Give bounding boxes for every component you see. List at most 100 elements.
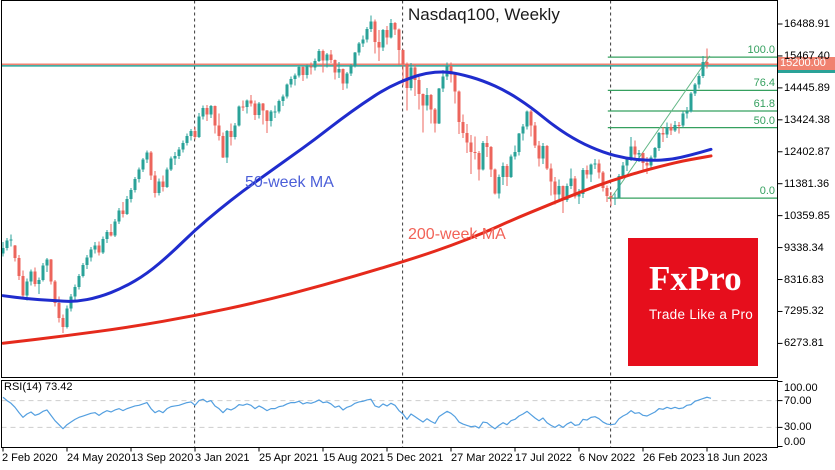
candlestick xyxy=(645,163,649,166)
candlestick xyxy=(489,147,493,170)
candlestick xyxy=(393,23,397,30)
candlestick xyxy=(349,65,353,74)
candlestick xyxy=(53,281,57,304)
candlestick xyxy=(125,198,129,214)
candlestick xyxy=(453,74,457,92)
candlestick xyxy=(297,67,301,76)
candlestick xyxy=(157,181,161,194)
candlestick xyxy=(553,181,557,195)
candlestick xyxy=(153,175,157,194)
candlestick xyxy=(573,178,577,197)
candlestick xyxy=(701,61,705,76)
fxpro-tagline-text: Trade Like a Pro xyxy=(649,307,754,322)
candlestick xyxy=(185,136,189,143)
candlestick xyxy=(385,30,389,38)
candlestick xyxy=(461,121,465,134)
candlestick xyxy=(345,73,349,84)
rsi-axis-label: 30.00 xyxy=(784,421,812,434)
candlestick xyxy=(437,88,441,124)
candlestick xyxy=(141,159,145,170)
current-price-badge: 15200.00 xyxy=(778,57,835,70)
date-axis-label: 18 Jun 2023 xyxy=(707,452,768,464)
candlestick xyxy=(541,145,545,159)
candlestick xyxy=(241,106,245,108)
candlestick xyxy=(137,169,141,180)
candlestick xyxy=(637,153,641,155)
candlestick xyxy=(657,133,661,149)
date-axis-label: 2 Feb 2020 xyxy=(2,452,58,464)
candlestick xyxy=(273,111,277,113)
candlestick xyxy=(585,169,589,175)
rsi-axis-label: 70.00 xyxy=(784,394,812,407)
candlestick xyxy=(1,248,5,254)
candlestick xyxy=(73,286,77,297)
candlestick xyxy=(77,275,81,287)
candlestick xyxy=(281,96,285,102)
candlestick xyxy=(333,60,337,73)
candlestick xyxy=(81,265,85,276)
date-axis-label: 3 Jan 2021 xyxy=(195,452,250,464)
candlestick xyxy=(9,239,13,241)
ma200-line xyxy=(1,154,713,345)
candlestick xyxy=(317,51,321,61)
fxpro-brand-text: FxPro xyxy=(649,259,742,298)
chart-title: Nasdaq100, Weekly xyxy=(408,5,560,24)
rsi-line xyxy=(2,396,712,430)
candlestick xyxy=(569,178,573,186)
candlestick xyxy=(37,280,41,284)
candlestick xyxy=(89,249,93,258)
candlestick xyxy=(17,258,21,276)
candlestick xyxy=(397,29,401,51)
candlestick xyxy=(265,110,269,121)
rsi-axis-label: 0.00 xyxy=(784,435,806,448)
candlestick xyxy=(413,67,417,80)
candlestick xyxy=(305,66,309,76)
candlestick xyxy=(697,75,701,85)
candlestick xyxy=(577,194,581,197)
candlestick xyxy=(485,143,489,148)
candlestick xyxy=(609,196,613,198)
price-axis-label: 11381.36 xyxy=(784,177,830,190)
candlestick xyxy=(113,221,117,236)
candlestick xyxy=(85,257,89,266)
candlestick xyxy=(681,113,685,126)
candlestick xyxy=(233,125,237,138)
candlestick xyxy=(613,197,617,199)
candlestick xyxy=(41,265,45,281)
candlestick xyxy=(285,84,289,97)
fib-level-label: 61.8 xyxy=(753,97,775,110)
candlestick xyxy=(341,68,345,84)
candlestick xyxy=(705,61,709,65)
candlestick xyxy=(477,153,481,170)
candlestick xyxy=(309,66,313,68)
candlestick xyxy=(493,169,497,194)
candlestick xyxy=(405,63,409,89)
candlestick xyxy=(325,54,329,61)
date-axis-label: 15 Aug 2021 xyxy=(323,452,385,464)
candlestick xyxy=(13,245,17,259)
candlestick xyxy=(545,145,549,169)
candlestick xyxy=(301,67,305,76)
candlestick xyxy=(121,210,125,214)
candlestick xyxy=(377,42,381,48)
candlestick xyxy=(193,130,197,137)
ma50-annotation-label: 50-week MA xyxy=(245,174,334,191)
candlestick xyxy=(97,245,101,253)
candlestick xyxy=(389,23,393,38)
candlestick xyxy=(597,163,601,173)
candlestick xyxy=(33,271,37,284)
price-axis-label: 10359.85 xyxy=(784,209,830,222)
candlestick xyxy=(589,164,593,175)
candlestick xyxy=(429,94,433,110)
candlestick xyxy=(693,84,697,94)
date-axis-label: 17 Jul 2022 xyxy=(515,452,572,464)
candlestick xyxy=(253,103,257,115)
candlestick xyxy=(93,245,97,250)
candlestick xyxy=(561,185,565,201)
candlestick xyxy=(401,50,405,64)
candlestick xyxy=(685,111,689,114)
candlestick xyxy=(289,78,293,85)
candlestick xyxy=(49,259,53,282)
